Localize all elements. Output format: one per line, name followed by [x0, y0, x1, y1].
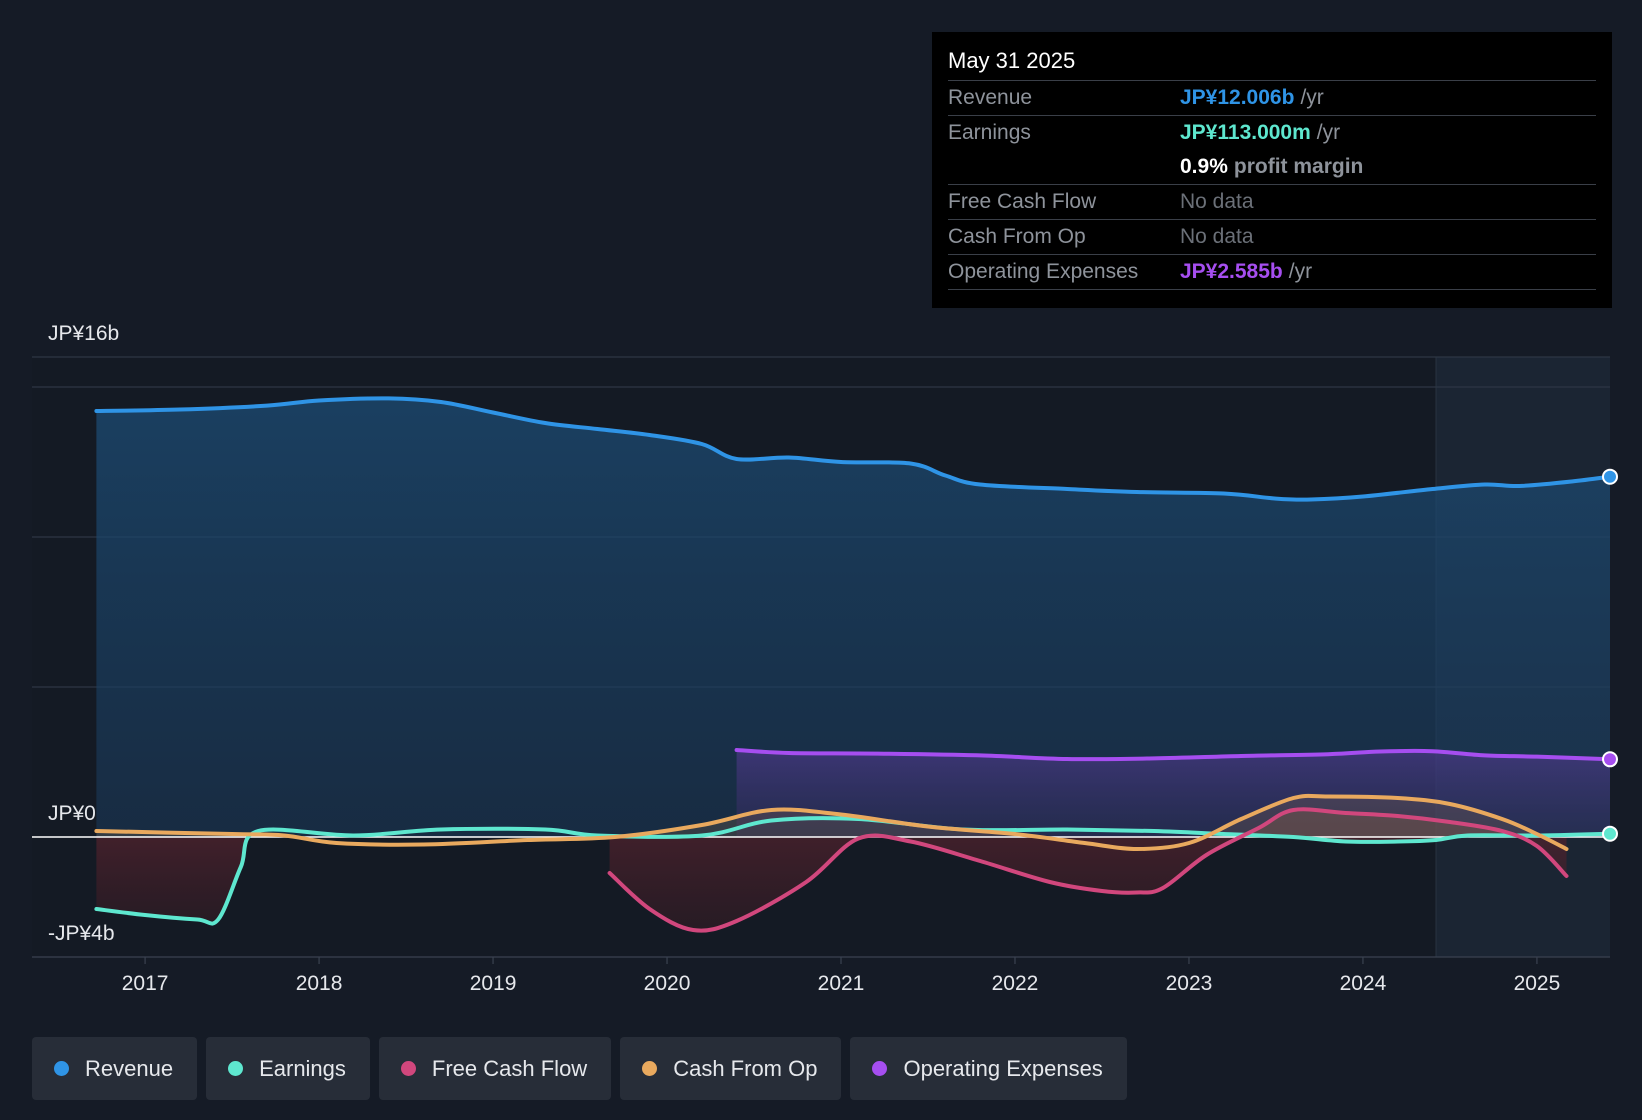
tooltip-row-fcf: Free Cash Flow No data: [948, 185, 1596, 220]
tooltip-row-earnings: Earnings JP¥113.000m /yr: [948, 116, 1596, 150]
tooltip-unit: /yr: [1316, 121, 1341, 144]
free-cash-flow-line: [607, 807, 1569, 933]
legend-dot-icon: [54, 1061, 69, 1076]
tooltip-row-cfo: Cash From Op No data: [948, 220, 1596, 255]
operating-expenses-line: [734, 748, 1612, 762]
legend-item-revenue[interactable]: Revenue: [32, 1037, 198, 1100]
tooltip-row-revenue: Revenue JP¥12.006b /yr: [948, 81, 1596, 116]
tooltip-value: JP¥113.000m: [1180, 121, 1311, 144]
legend-label: Earnings: [259, 1055, 346, 1081]
legend-item-cash-from-op[interactable]: Cash From Op: [620, 1037, 842, 1100]
tooltip-value: JP¥2.585b: [1180, 260, 1283, 283]
x-tick-label: 2025: [1514, 972, 1561, 995]
tooltip-value: JP¥12.006b: [1180, 86, 1295, 109]
cash-from-op-line: [94, 793, 1569, 851]
revenue-line: [94, 396, 1612, 502]
profit-margin-text: profit margin: [1233, 155, 1364, 178]
legend-dot-icon: [228, 1061, 244, 1076]
profit-margin-value: 0.9%: [1180, 155, 1228, 178]
y-bottom-label: -JP¥4b: [48, 922, 115, 945]
y-zero-label: JP¥0: [48, 802, 96, 825]
tooltip-date: May 31 2025: [948, 46, 1596, 81]
tooltip-row-margin: 0.9% profit margin: [948, 150, 1596, 185]
tooltip-unit: /yr: [1300, 86, 1324, 109]
x-tick-label: 2020: [644, 972, 691, 995]
legend-item-free-cash-flow[interactable]: Free Cash Flow: [378, 1037, 612, 1100]
tooltip-unit: /yr: [1288, 260, 1313, 283]
free-cash-flow-positive-area: [609, 809, 1567, 837]
free-cash-flow-negative-area: [609, 837, 1567, 931]
revenue-end-marker: [1602, 468, 1618, 485]
legend-item-operating-expenses[interactable]: Operating Expenses: [850, 1037, 1127, 1100]
legend-dot-icon: [400, 1061, 416, 1076]
end-markers: [1602, 468, 1618, 842]
legend: Revenue Earnings Free Cash Flow Cash Fro…: [32, 1037, 1127, 1100]
x-tick-label: 2022: [992, 972, 1039, 995]
tooltip-value: No data: [1180, 190, 1254, 213]
x-tick-label: 2018: [296, 972, 343, 995]
legend-label: Revenue: [85, 1055, 174, 1081]
tooltip-label: Operating Expenses: [948, 260, 1139, 283]
tooltip-label: Free Cash Flow: [948, 190, 1097, 213]
legend-dot-icon: [642, 1061, 658, 1076]
y-top-label: JP¥16b: [48, 322, 119, 345]
x-tick-label: 2021: [818, 972, 865, 995]
tooltip: May 31 2025 Revenue JP¥12.006b /yr Earni…: [932, 32, 1612, 308]
legend-label: Free Cash Flow: [431, 1055, 588, 1081]
operating-expenses-end-marker: [1602, 751, 1618, 768]
tooltip-label: Cash From Op: [948, 225, 1086, 248]
tooltip-label: Earnings: [948, 121, 1031, 144]
x-tick-label: 2017: [122, 972, 169, 995]
x-tick-label: 2024: [1340, 972, 1387, 995]
x-axis-ticks: 2017 2018 2019 2020 2021 2022 2023 2024 2025: [122, 957, 1561, 995]
x-tick-label: 2023: [1166, 972, 1213, 995]
legend-dot-icon: [872, 1061, 888, 1076]
legend-label: Cash From Op: [673, 1055, 818, 1081]
tooltip-label: Revenue: [948, 86, 1033, 109]
tooltip-value: No data: [1180, 225, 1254, 248]
tooltip-row-opex: Operating Expenses JP¥2.585b /yr: [948, 255, 1596, 290]
x-tick-label: 2019: [470, 972, 517, 995]
earnings-line: [94, 816, 1612, 926]
axis-labels: JP¥16b JP¥0 -JP¥4b: [48, 322, 119, 945]
legend-label: Operating Expenses: [903, 1055, 1103, 1081]
revenue-area: [96, 398, 1610, 837]
legend-item-earnings[interactable]: Earnings: [206, 1037, 370, 1100]
series-lines: [94, 396, 1612, 933]
earnings-end-marker: [1602, 825, 1618, 842]
